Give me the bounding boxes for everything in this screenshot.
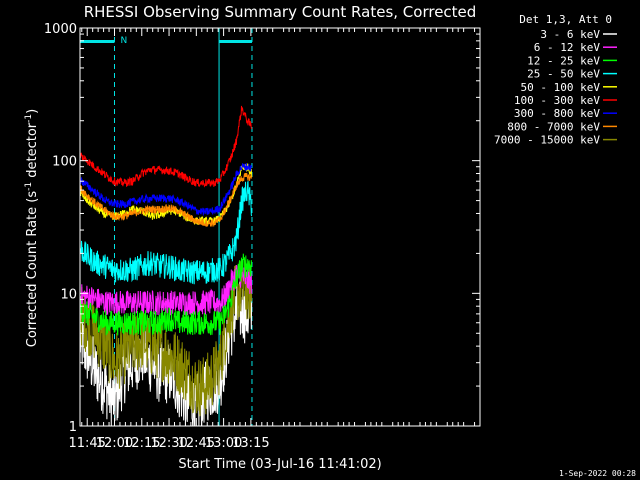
x-tick-label: 12:45 xyxy=(178,436,215,451)
legend-label: 12 - 25 keV xyxy=(527,54,600,67)
legend-label: 25 - 50 keV xyxy=(527,68,600,81)
timestamp: 1-Sep-2022 00:28 xyxy=(559,469,636,478)
y-tick-label: 1000 xyxy=(44,22,77,37)
x-tick-label: 12:00 xyxy=(96,436,133,451)
plot-area: N xyxy=(79,28,253,427)
x-tick-label: 13:00 xyxy=(205,436,242,451)
legend-label: 100 - 300 keV xyxy=(514,94,600,107)
legend-label: 800 - 7000 keV xyxy=(507,120,600,133)
legend-header: Det 1,3, Att 0 xyxy=(519,13,612,26)
y-tick-label: 100 xyxy=(52,155,77,170)
flag-bar xyxy=(219,40,252,43)
night-marker: N xyxy=(120,36,127,46)
series-line xyxy=(79,163,253,216)
x-axis-label: Start Time (03-Jul-16 11:41:02) xyxy=(178,457,381,472)
legend-label: 7000 - 15000 keV xyxy=(494,134,600,147)
x-tick-label: 12:30 xyxy=(150,436,187,451)
y-tick-label: 1 xyxy=(69,420,77,435)
y-axis-label: Corrected Count Rate (s-1 detector-1) xyxy=(24,109,40,347)
legend-label: 50 - 100 keV xyxy=(521,81,601,94)
legend-label: 3 - 6 keV xyxy=(540,28,600,41)
series-line xyxy=(79,253,253,336)
y-axis: 1 10 100 1000 xyxy=(44,22,480,435)
legend-label: 300 - 800 keV xyxy=(514,107,600,120)
chart-title: RHESSI Observing Summary Count Rates, Co… xyxy=(84,3,477,21)
x-tick-label: 12:15 xyxy=(123,436,160,451)
y-tick-label: 10 xyxy=(60,287,77,302)
series-line xyxy=(79,105,253,188)
series-line xyxy=(79,172,253,228)
series-line xyxy=(79,180,253,285)
plot-frame xyxy=(79,27,481,427)
flag-bar xyxy=(80,40,115,43)
series-line xyxy=(79,259,253,417)
x-tick-label: 11:45 xyxy=(68,436,105,451)
legend-label: 6 - 12 keV xyxy=(534,41,601,54)
x-tick-label: 13:15 xyxy=(232,436,269,451)
